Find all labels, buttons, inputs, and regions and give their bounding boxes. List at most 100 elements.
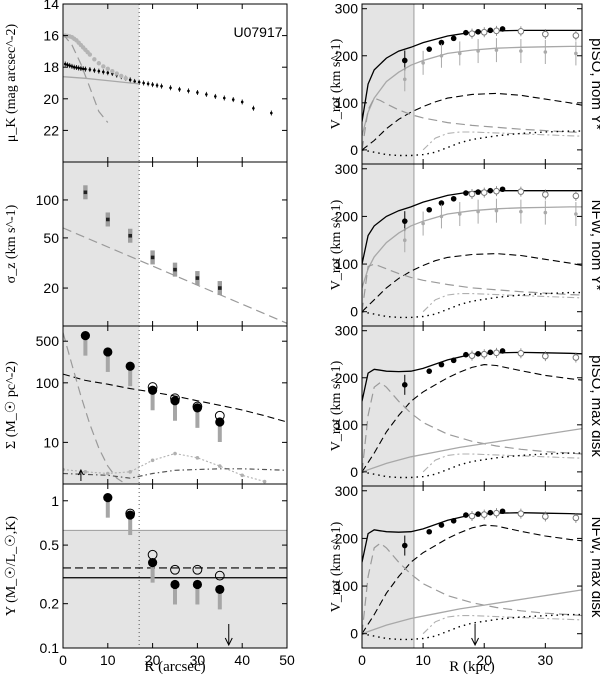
- data-point: [475, 511, 481, 517]
- data-point: [96, 61, 102, 66]
- data-point: [195, 276, 200, 280]
- series-line-gray-solid: [362, 45, 582, 136]
- data-point: [106, 471, 110, 476]
- data-point: [66, 63, 69, 67]
- data-point: [519, 209, 523, 214]
- series-line-black-dashed: [63, 373, 287, 423]
- data-point: [93, 69, 96, 72]
- series-line-gray-dashed: [362, 97, 582, 150]
- data-point: [401, 218, 408, 224]
- data-point: [125, 508, 136, 519]
- y-tick-label: 0.2: [40, 596, 60, 612]
- data-point: [178, 88, 181, 91]
- data-point: [205, 93, 208, 96]
- data-point: [426, 368, 433, 374]
- data-point: [457, 51, 462, 56]
- plot-area: [362, 326, 582, 486]
- series-line-black-dashed: [362, 364, 582, 473]
- data-point: [196, 91, 199, 94]
- error-bar: [195, 582, 200, 605]
- data-point: [401, 542, 408, 549]
- x-axis-label: R (kpc): [449, 659, 494, 675]
- data-point: [487, 27, 494, 34]
- data-point: [480, 350, 488, 358]
- data-point: [119, 73, 124, 79]
- data-point: [150, 458, 155, 463]
- panel-frame: [361, 485, 583, 649]
- x-tick-label: 20: [145, 652, 161, 668]
- data-point: [240, 100, 244, 104]
- data-point: [70, 65, 74, 68]
- data-point: [438, 39, 445, 46]
- data-point: [97, 69, 101, 73]
- panel-right-4: 0 100 200 300 0 10 20 30 V_rot (km s^-1) NFW, max…: [329, 483, 600, 675]
- y-tick-label: 500: [36, 333, 60, 349]
- data-point: [262, 479, 267, 484]
- data-point: [519, 49, 523, 53]
- data-point: [426, 46, 433, 52]
- data-point: [439, 53, 444, 58]
- x-tick-label: 20: [476, 652, 492, 668]
- panel-frame: [62, 483, 288, 649]
- data-point: [101, 64, 106, 69]
- data-point: [195, 456, 200, 460]
- data-point: [148, 558, 158, 568]
- data-point: [137, 80, 141, 84]
- data-point: [252, 106, 255, 110]
- y-tick-label: 22: [43, 122, 59, 138]
- x-tick-label: 0: [358, 652, 366, 668]
- data-point: [68, 64, 72, 67]
- data-point: [401, 382, 408, 388]
- data-point: [151, 83, 154, 86]
- data-point: [142, 81, 145, 85]
- data-point: [192, 401, 203, 412]
- plot-area: [63, 4, 273, 162]
- data-point: [468, 512, 476, 520]
- x-axis-label: R (arcsec): [144, 659, 205, 675]
- data-point: [439, 214, 444, 219]
- y-tick-label: 100: [335, 417, 359, 433]
- panel-left-1: 14 16 18 20 22 U07917 μ_K (mag arcsec^-2): [4, 0, 288, 163]
- series-line-gray-solid: [63, 76, 140, 85]
- x-tick-label: 40: [234, 652, 250, 668]
- error-bar: [83, 333, 88, 356]
- data-point: [231, 98, 235, 101]
- y-axis-label: μ_K (mag arcsec^-2): [4, 24, 19, 143]
- shaded-region: [63, 326, 140, 484]
- plot-area: [362, 164, 582, 326]
- y-axis-label: V_rot (km s^-1): [329, 360, 344, 451]
- data-point: [173, 267, 177, 272]
- data-point: [574, 51, 578, 56]
- data-point: [438, 522, 445, 528]
- y-tick-label: 16: [43, 28, 59, 44]
- panel-model-label: pISO, max disk: [588, 355, 600, 457]
- y-tick-label: 200: [335, 370, 359, 386]
- data-point: [542, 352, 549, 360]
- series-line-gray-dotted-points: [63, 452, 265, 483]
- y-tick-label: 18: [43, 59, 59, 75]
- y-tick-label: 300: [335, 323, 359, 339]
- error-bar: [217, 419, 222, 442]
- data-point: [487, 187, 494, 194]
- y-tick-label: 0.1: [40, 640, 60, 656]
- data-point: [401, 57, 408, 64]
- y-tick-label: 0: [350, 464, 358, 480]
- data-point: [214, 570, 225, 581]
- y-tick-label: 0.5: [40, 537, 60, 553]
- data-point: [214, 95, 217, 98]
- data-point: [421, 61, 425, 65]
- series-line-black-dotted: [362, 291, 582, 319]
- data-point: [150, 255, 155, 260]
- data-point: [110, 68, 115, 74]
- series-line-gray-solid: [362, 206, 582, 289]
- error-bar: [105, 495, 110, 518]
- data-point: [106, 71, 110, 75]
- data-point: [173, 451, 177, 456]
- data-point: [72, 65, 76, 69]
- arrow-head: [224, 637, 233, 647]
- data-point: [128, 470, 132, 474]
- data-point: [240, 473, 244, 478]
- data-point: [487, 349, 494, 356]
- data-point: [450, 517, 457, 524]
- series-line-gray-dashed: [362, 542, 582, 634]
